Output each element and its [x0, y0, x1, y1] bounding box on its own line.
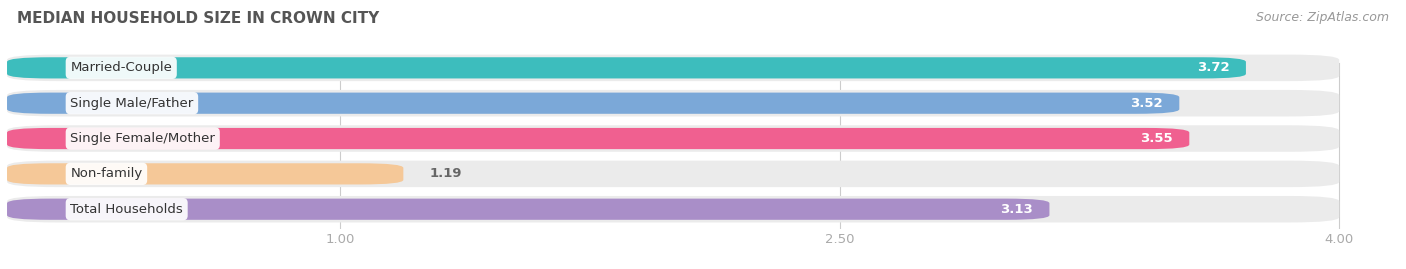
FancyBboxPatch shape: [7, 90, 1339, 116]
Text: Single Male/Father: Single Male/Father: [70, 97, 194, 110]
Text: Total Households: Total Households: [70, 203, 183, 216]
Text: 3.72: 3.72: [1197, 61, 1229, 74]
FancyBboxPatch shape: [7, 199, 1049, 220]
FancyBboxPatch shape: [7, 161, 1339, 187]
FancyBboxPatch shape: [7, 196, 1339, 222]
FancyBboxPatch shape: [7, 55, 1339, 81]
FancyBboxPatch shape: [7, 163, 404, 185]
Text: 1.19: 1.19: [430, 167, 463, 180]
Text: Source: ZipAtlas.com: Source: ZipAtlas.com: [1256, 11, 1389, 24]
Text: Non-family: Non-family: [70, 167, 142, 180]
FancyBboxPatch shape: [7, 57, 1246, 79]
FancyBboxPatch shape: [7, 93, 1180, 114]
FancyBboxPatch shape: [7, 125, 1339, 152]
Text: Married-Couple: Married-Couple: [70, 61, 172, 74]
Text: MEDIAN HOUSEHOLD SIZE IN CROWN CITY: MEDIAN HOUSEHOLD SIZE IN CROWN CITY: [17, 11, 380, 26]
Text: Single Female/Mother: Single Female/Mother: [70, 132, 215, 145]
Text: 3.13: 3.13: [1000, 203, 1033, 216]
Text: 3.52: 3.52: [1130, 97, 1163, 110]
FancyBboxPatch shape: [7, 128, 1189, 149]
Text: 3.55: 3.55: [1140, 132, 1173, 145]
